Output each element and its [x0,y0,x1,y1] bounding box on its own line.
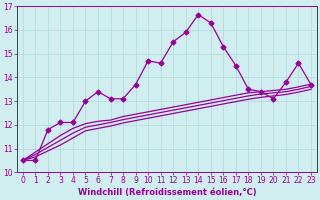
X-axis label: Windchill (Refroidissement éolien,°C): Windchill (Refroidissement éolien,°C) [77,188,256,197]
